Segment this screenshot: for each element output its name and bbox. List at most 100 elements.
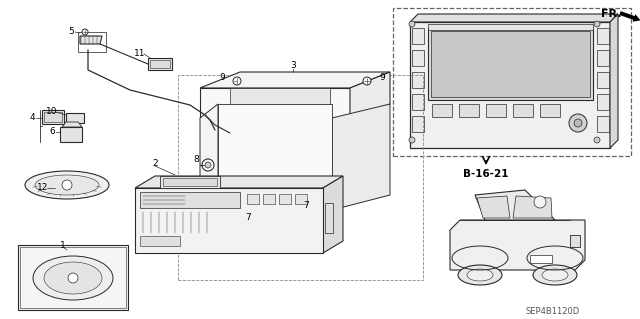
Bar [412, 94, 424, 110]
Circle shape [594, 21, 600, 27]
Polygon shape [62, 122, 82, 127]
Bar [597, 28, 609, 44]
Bar [412, 28, 424, 44]
Text: 7: 7 [245, 213, 251, 222]
Circle shape [294, 197, 296, 199]
Polygon shape [323, 176, 343, 253]
Ellipse shape [35, 175, 99, 195]
Text: 8: 8 [193, 155, 199, 165]
Bar [428, 24, 593, 30]
Text: 7: 7 [303, 201, 309, 210]
Bar [18, 245, 128, 310]
Circle shape [62, 180, 72, 190]
Bar [279, 194, 291, 204]
Polygon shape [477, 196, 510, 218]
Ellipse shape [44, 262, 102, 294]
Ellipse shape [25, 171, 109, 199]
Bar [325, 203, 333, 233]
Ellipse shape [33, 256, 113, 300]
Circle shape [260, 208, 264, 212]
Text: SEP4B1120D: SEP4B1120D [525, 307, 580, 315]
FancyArrow shape [620, 11, 640, 22]
Text: B-16-21: B-16-21 [463, 169, 509, 179]
Bar [570, 235, 580, 247]
Text: 3: 3 [290, 62, 296, 70]
Bar [431, 31, 590, 97]
Text: 5: 5 [68, 27, 74, 36]
Polygon shape [200, 200, 332, 215]
Ellipse shape [533, 265, 577, 285]
Text: 12: 12 [37, 183, 49, 192]
Bar [459, 104, 479, 117]
Polygon shape [200, 88, 350, 120]
Bar [247, 194, 259, 204]
Text: 1: 1 [60, 241, 66, 249]
Circle shape [534, 196, 546, 208]
Polygon shape [230, 88, 330, 104]
Text: 4: 4 [29, 114, 35, 122]
Circle shape [202, 159, 214, 171]
Bar [163, 178, 217, 186]
Bar [20, 247, 126, 308]
Polygon shape [513, 196, 552, 218]
Bar [432, 104, 452, 117]
Bar [412, 50, 424, 66]
Bar [42, 110, 64, 124]
Polygon shape [160, 176, 220, 188]
Bar [66, 113, 84, 123]
Bar [597, 94, 609, 110]
Circle shape [257, 205, 267, 215]
Circle shape [574, 119, 582, 127]
Polygon shape [350, 72, 390, 120]
Bar [44, 112, 62, 122]
Bar [530, 255, 552, 263]
Polygon shape [410, 14, 618, 22]
Polygon shape [610, 14, 618, 148]
Polygon shape [200, 210, 332, 215]
Bar [150, 60, 170, 68]
Polygon shape [135, 176, 343, 188]
Polygon shape [475, 190, 555, 220]
Circle shape [594, 137, 600, 143]
Bar [178, 75, 423, 280]
Polygon shape [148, 58, 172, 70]
Circle shape [569, 114, 587, 132]
Bar [135, 188, 323, 253]
Bar [78, 32, 106, 52]
Bar [513, 104, 533, 117]
Bar [540, 104, 560, 117]
Circle shape [291, 194, 299, 202]
Bar [412, 72, 424, 88]
Text: 2: 2 [152, 159, 158, 167]
Bar [263, 194, 275, 204]
Circle shape [68, 273, 78, 283]
Text: 11: 11 [134, 49, 146, 58]
Bar [295, 194, 307, 204]
Polygon shape [200, 72, 390, 88]
Polygon shape [332, 104, 390, 210]
Bar [597, 72, 609, 88]
Circle shape [205, 162, 211, 168]
Text: 6: 6 [49, 128, 55, 137]
Bar [140, 236, 180, 246]
Ellipse shape [542, 269, 568, 281]
Bar [60, 127, 82, 142]
Polygon shape [218, 104, 332, 200]
Bar [428, 28, 593, 100]
Polygon shape [410, 22, 610, 148]
Text: 9: 9 [219, 73, 225, 83]
Text: 9: 9 [379, 73, 385, 83]
Bar [486, 104, 506, 117]
Bar [597, 50, 609, 66]
Bar [393, 8, 631, 156]
Bar [412, 116, 424, 132]
Circle shape [409, 137, 415, 143]
Circle shape [409, 21, 415, 27]
Bar [597, 116, 609, 132]
Text: FR.: FR. [601, 9, 621, 19]
Bar [140, 192, 240, 208]
Polygon shape [80, 36, 102, 44]
Circle shape [82, 29, 88, 35]
Polygon shape [450, 220, 585, 270]
Text: 10: 10 [46, 108, 58, 116]
